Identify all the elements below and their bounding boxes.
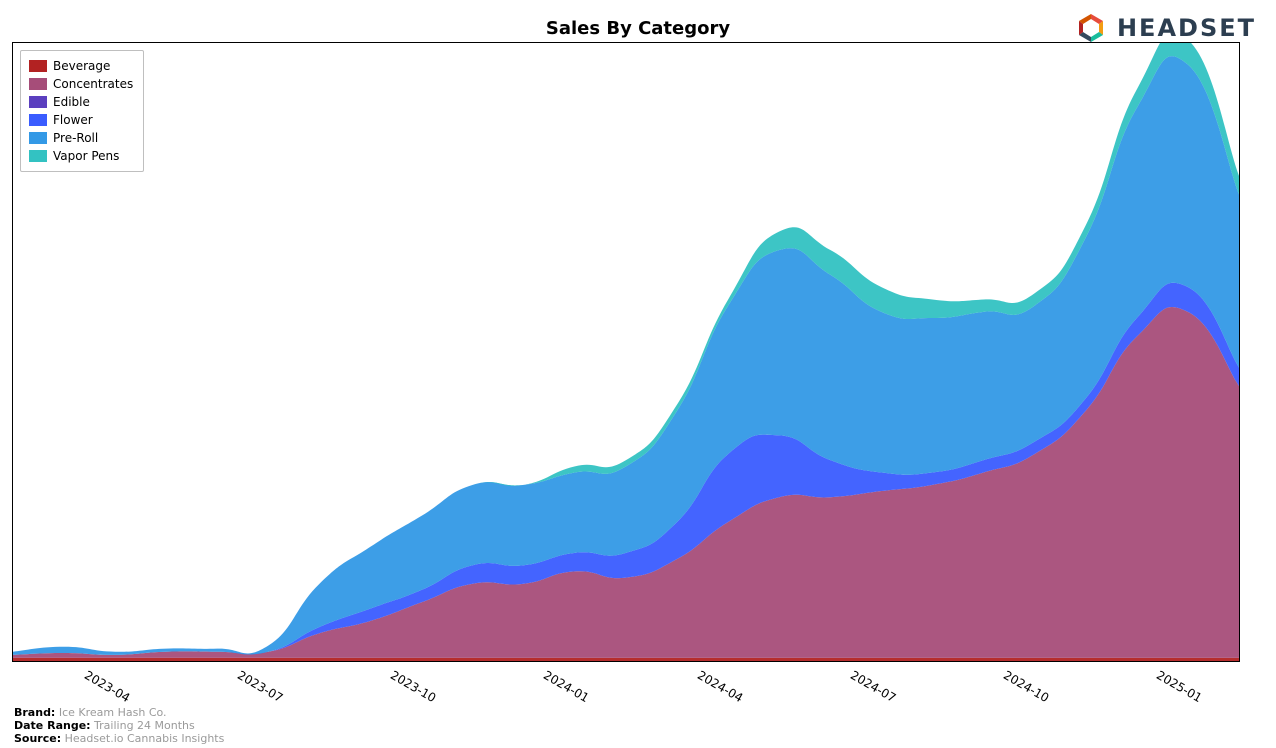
legend-swatch (29, 78, 47, 90)
x-tick-label: 2024-07 (848, 668, 898, 705)
footer-label: Brand: (14, 706, 55, 719)
x-tick-label: 2024-04 (695, 668, 745, 705)
footer-line: Brand: Ice Kream Hash Co. (14, 706, 224, 719)
headset-logo: HEADSET (1073, 10, 1256, 46)
legend-swatch (29, 60, 47, 72)
area-beverage (13, 658, 1239, 661)
x-tick-label: 2023-07 (235, 668, 285, 705)
footer-label: Source: (14, 732, 61, 745)
legend-label: Flower (53, 111, 93, 129)
legend-label: Beverage (53, 57, 110, 75)
legend-swatch (29, 96, 47, 108)
legend-item: Beverage (29, 57, 133, 75)
legend-item: Pre-Roll (29, 129, 133, 147)
legend-item: Flower (29, 111, 133, 129)
stacked-area-svg (13, 43, 1239, 661)
footer-value: Headset.io Cannabis Insights (61, 732, 224, 745)
legend-swatch (29, 150, 47, 162)
legend-swatch (29, 114, 47, 126)
x-tick-label: 2024-01 (541, 668, 591, 705)
footer-line: Date Range: Trailing 24 Months (14, 719, 224, 732)
legend-item: Vapor Pens (29, 147, 133, 165)
chart-footer: Brand: Ice Kream Hash Co.Date Range: Tra… (14, 706, 224, 745)
headset-logo-text: HEADSET (1117, 14, 1256, 42)
legend-item: Edible (29, 93, 133, 111)
legend-label: Vapor Pens (53, 147, 119, 165)
x-tick-label: 2024-10 (1001, 668, 1051, 705)
chart-plot-area (12, 42, 1240, 662)
chart-legend: BeverageConcentratesEdibleFlowerPre-Roll… (20, 50, 144, 172)
legend-label: Edible (53, 93, 90, 111)
headset-logo-icon (1073, 10, 1109, 46)
footer-value: Trailing 24 Months (91, 719, 195, 732)
x-tick-label: 2025-01 (1154, 668, 1204, 705)
legend-item: Concentrates (29, 75, 133, 93)
x-tick-label: 2023-10 (388, 668, 438, 705)
legend-label: Pre-Roll (53, 129, 98, 147)
footer-label: Date Range: (14, 719, 91, 732)
legend-swatch (29, 132, 47, 144)
footer-value: Ice Kream Hash Co. (55, 706, 166, 719)
legend-label: Concentrates (53, 75, 133, 93)
x-tick-label: 2023-04 (82, 668, 132, 705)
footer-line: Source: Headset.io Cannabis Insights (14, 732, 224, 745)
